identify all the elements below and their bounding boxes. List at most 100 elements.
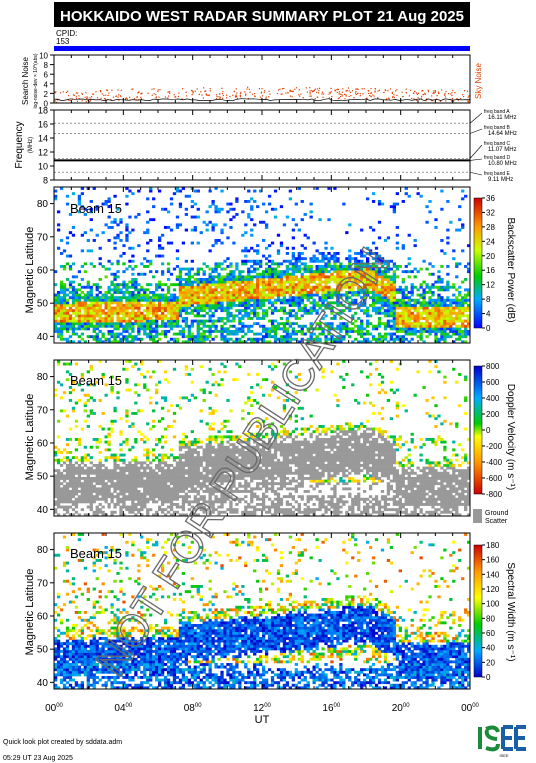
data-cell <box>282 285 287 289</box>
data-cell <box>309 272 313 276</box>
data-cell <box>270 309 275 313</box>
data-cell <box>315 335 319 339</box>
data-cell <box>146 304 150 307</box>
data-cell <box>158 298 162 302</box>
data-cell <box>363 293 367 297</box>
data-cell <box>250 218 254 222</box>
data-cell <box>291 314 295 318</box>
data-cell <box>389 335 394 339</box>
data-cell <box>128 327 132 331</box>
data-cell <box>392 272 397 276</box>
data-cell <box>77 458 82 462</box>
data-cell <box>360 275 364 279</box>
data-cell <box>363 267 367 271</box>
data-cell <box>386 296 391 300</box>
data-cell <box>131 327 135 331</box>
data-cell <box>291 267 295 271</box>
data-cell <box>461 330 465 333</box>
data-cell <box>158 477 162 480</box>
data-cell <box>107 469 111 473</box>
data-cell <box>366 252 370 255</box>
data-cell <box>202 337 206 341</box>
data-cell <box>238 311 242 315</box>
data-cell <box>160 314 165 318</box>
data-cell <box>348 288 352 292</box>
data-cell <box>223 296 227 300</box>
data-cell <box>309 265 313 268</box>
data-cell <box>270 330 275 333</box>
data-cell <box>288 332 293 336</box>
data-cell <box>155 477 159 480</box>
data-cell <box>368 283 373 287</box>
data-cell <box>89 317 93 320</box>
data-cell <box>193 272 197 276</box>
noise-point <box>104 98 106 100</box>
noise-point <box>108 92 110 94</box>
data-cell <box>297 283 301 287</box>
data-cell <box>89 412 93 415</box>
data-cell <box>71 477 76 480</box>
data-cell <box>181 296 186 300</box>
data-cell <box>166 456 171 460</box>
data-cell <box>208 304 212 307</box>
data-cell <box>128 474 132 478</box>
data-cell <box>152 458 156 462</box>
data-cell <box>377 322 382 326</box>
data-cell <box>342 265 346 268</box>
data-cell <box>169 503 174 506</box>
data-cell <box>95 508 99 512</box>
data-cell <box>446 332 450 336</box>
data-cell <box>104 435 108 439</box>
data-cell <box>125 340 129 344</box>
data-cell <box>62 306 67 310</box>
data-cell <box>190 482 194 486</box>
data-cell <box>74 497 79 501</box>
data-cell <box>327 270 331 274</box>
data-cell <box>184 484 189 488</box>
data-cell <box>202 332 206 336</box>
data-cell <box>122 477 126 480</box>
data-cell <box>184 259 189 263</box>
data-cell <box>158 474 162 478</box>
data-cell <box>95 479 99 483</box>
data-cell <box>238 301 242 305</box>
data-cell <box>321 332 325 336</box>
data-cell <box>250 298 254 302</box>
data-cell <box>312 278 316 281</box>
data-cell <box>65 202 70 206</box>
data-cell <box>214 262 218 266</box>
data-cell <box>440 324 444 328</box>
data-cell <box>267 267 272 271</box>
data-cell <box>122 513 126 517</box>
data-cell <box>77 327 82 331</box>
data-cell <box>122 280 126 284</box>
data-cell <box>354 278 358 281</box>
data-cell <box>455 319 459 323</box>
data-cell <box>152 340 156 344</box>
data-cell <box>155 340 159 344</box>
data-cell <box>190 464 194 467</box>
data-cell <box>95 283 99 287</box>
data-cell <box>149 495 153 499</box>
data-cell <box>205 283 209 287</box>
data-cell <box>128 505 132 509</box>
data-cell <box>160 293 165 297</box>
data-cell <box>467 262 471 266</box>
data-cell <box>253 223 257 227</box>
data-cell <box>428 291 432 294</box>
data-cell <box>339 265 343 268</box>
data-cell <box>380 337 385 341</box>
data-cell <box>169 293 174 297</box>
data-cell <box>110 479 114 483</box>
noise-point <box>439 100 442 102</box>
data-cell <box>131 484 135 488</box>
data-cell <box>80 322 85 326</box>
data-cell <box>285 340 290 344</box>
data-cell <box>128 490 132 493</box>
data-cell <box>95 285 99 289</box>
data-cell <box>425 267 429 271</box>
data-cell <box>172 412 177 415</box>
data-cell <box>56 497 61 501</box>
data-cell <box>229 291 233 294</box>
data-cell <box>59 280 64 284</box>
